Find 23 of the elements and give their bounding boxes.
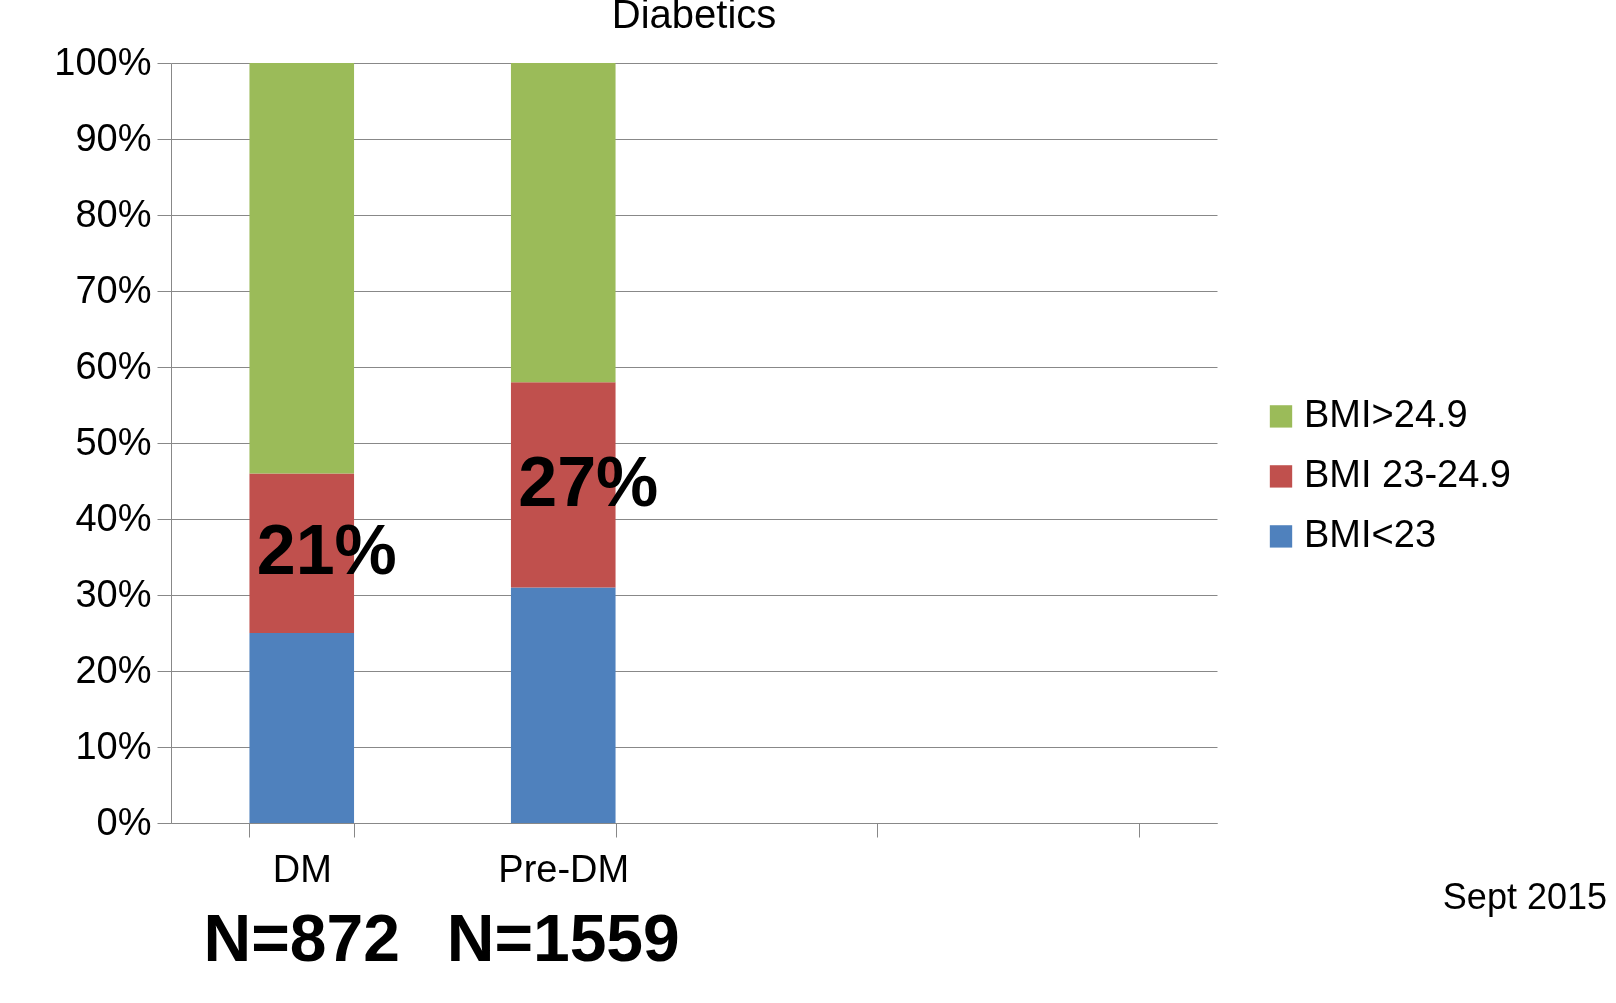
- legend-label: BMI 23-24.9: [1304, 453, 1511, 496]
- y-tick-label: 0%: [96, 800, 152, 843]
- y-tick-label: 60%: [75, 344, 152, 387]
- bar: [249, 63, 355, 474]
- y-tick-label: 40%: [75, 496, 152, 539]
- text: N=872: [203, 901, 400, 975]
- y-tick-label: 30%: [75, 572, 152, 615]
- y-tick-label: 70%: [75, 268, 152, 311]
- legend-label: BMI<23: [1304, 513, 1437, 556]
- x-tick-label: DM: [272, 847, 332, 890]
- y-tick-label: 90%: [75, 116, 152, 159]
- text: Sept 2015: [1442, 876, 1607, 917]
- y-tick-label: 20%: [75, 648, 152, 691]
- bar: [249, 633, 355, 823]
- y-tick-label: 50%: [75, 420, 152, 463]
- y-tick-label: 100%: [54, 40, 152, 83]
- x-tick-label: Pre-DM: [498, 847, 630, 890]
- bar: [510, 587, 616, 823]
- bar: [510, 63, 616, 383]
- y-tick-label: 10%: [75, 724, 152, 767]
- legend-label: BMI>24.9: [1304, 393, 1468, 436]
- y-tick-label: 80%: [75, 192, 152, 235]
- text: N=1559: [446, 901, 680, 975]
